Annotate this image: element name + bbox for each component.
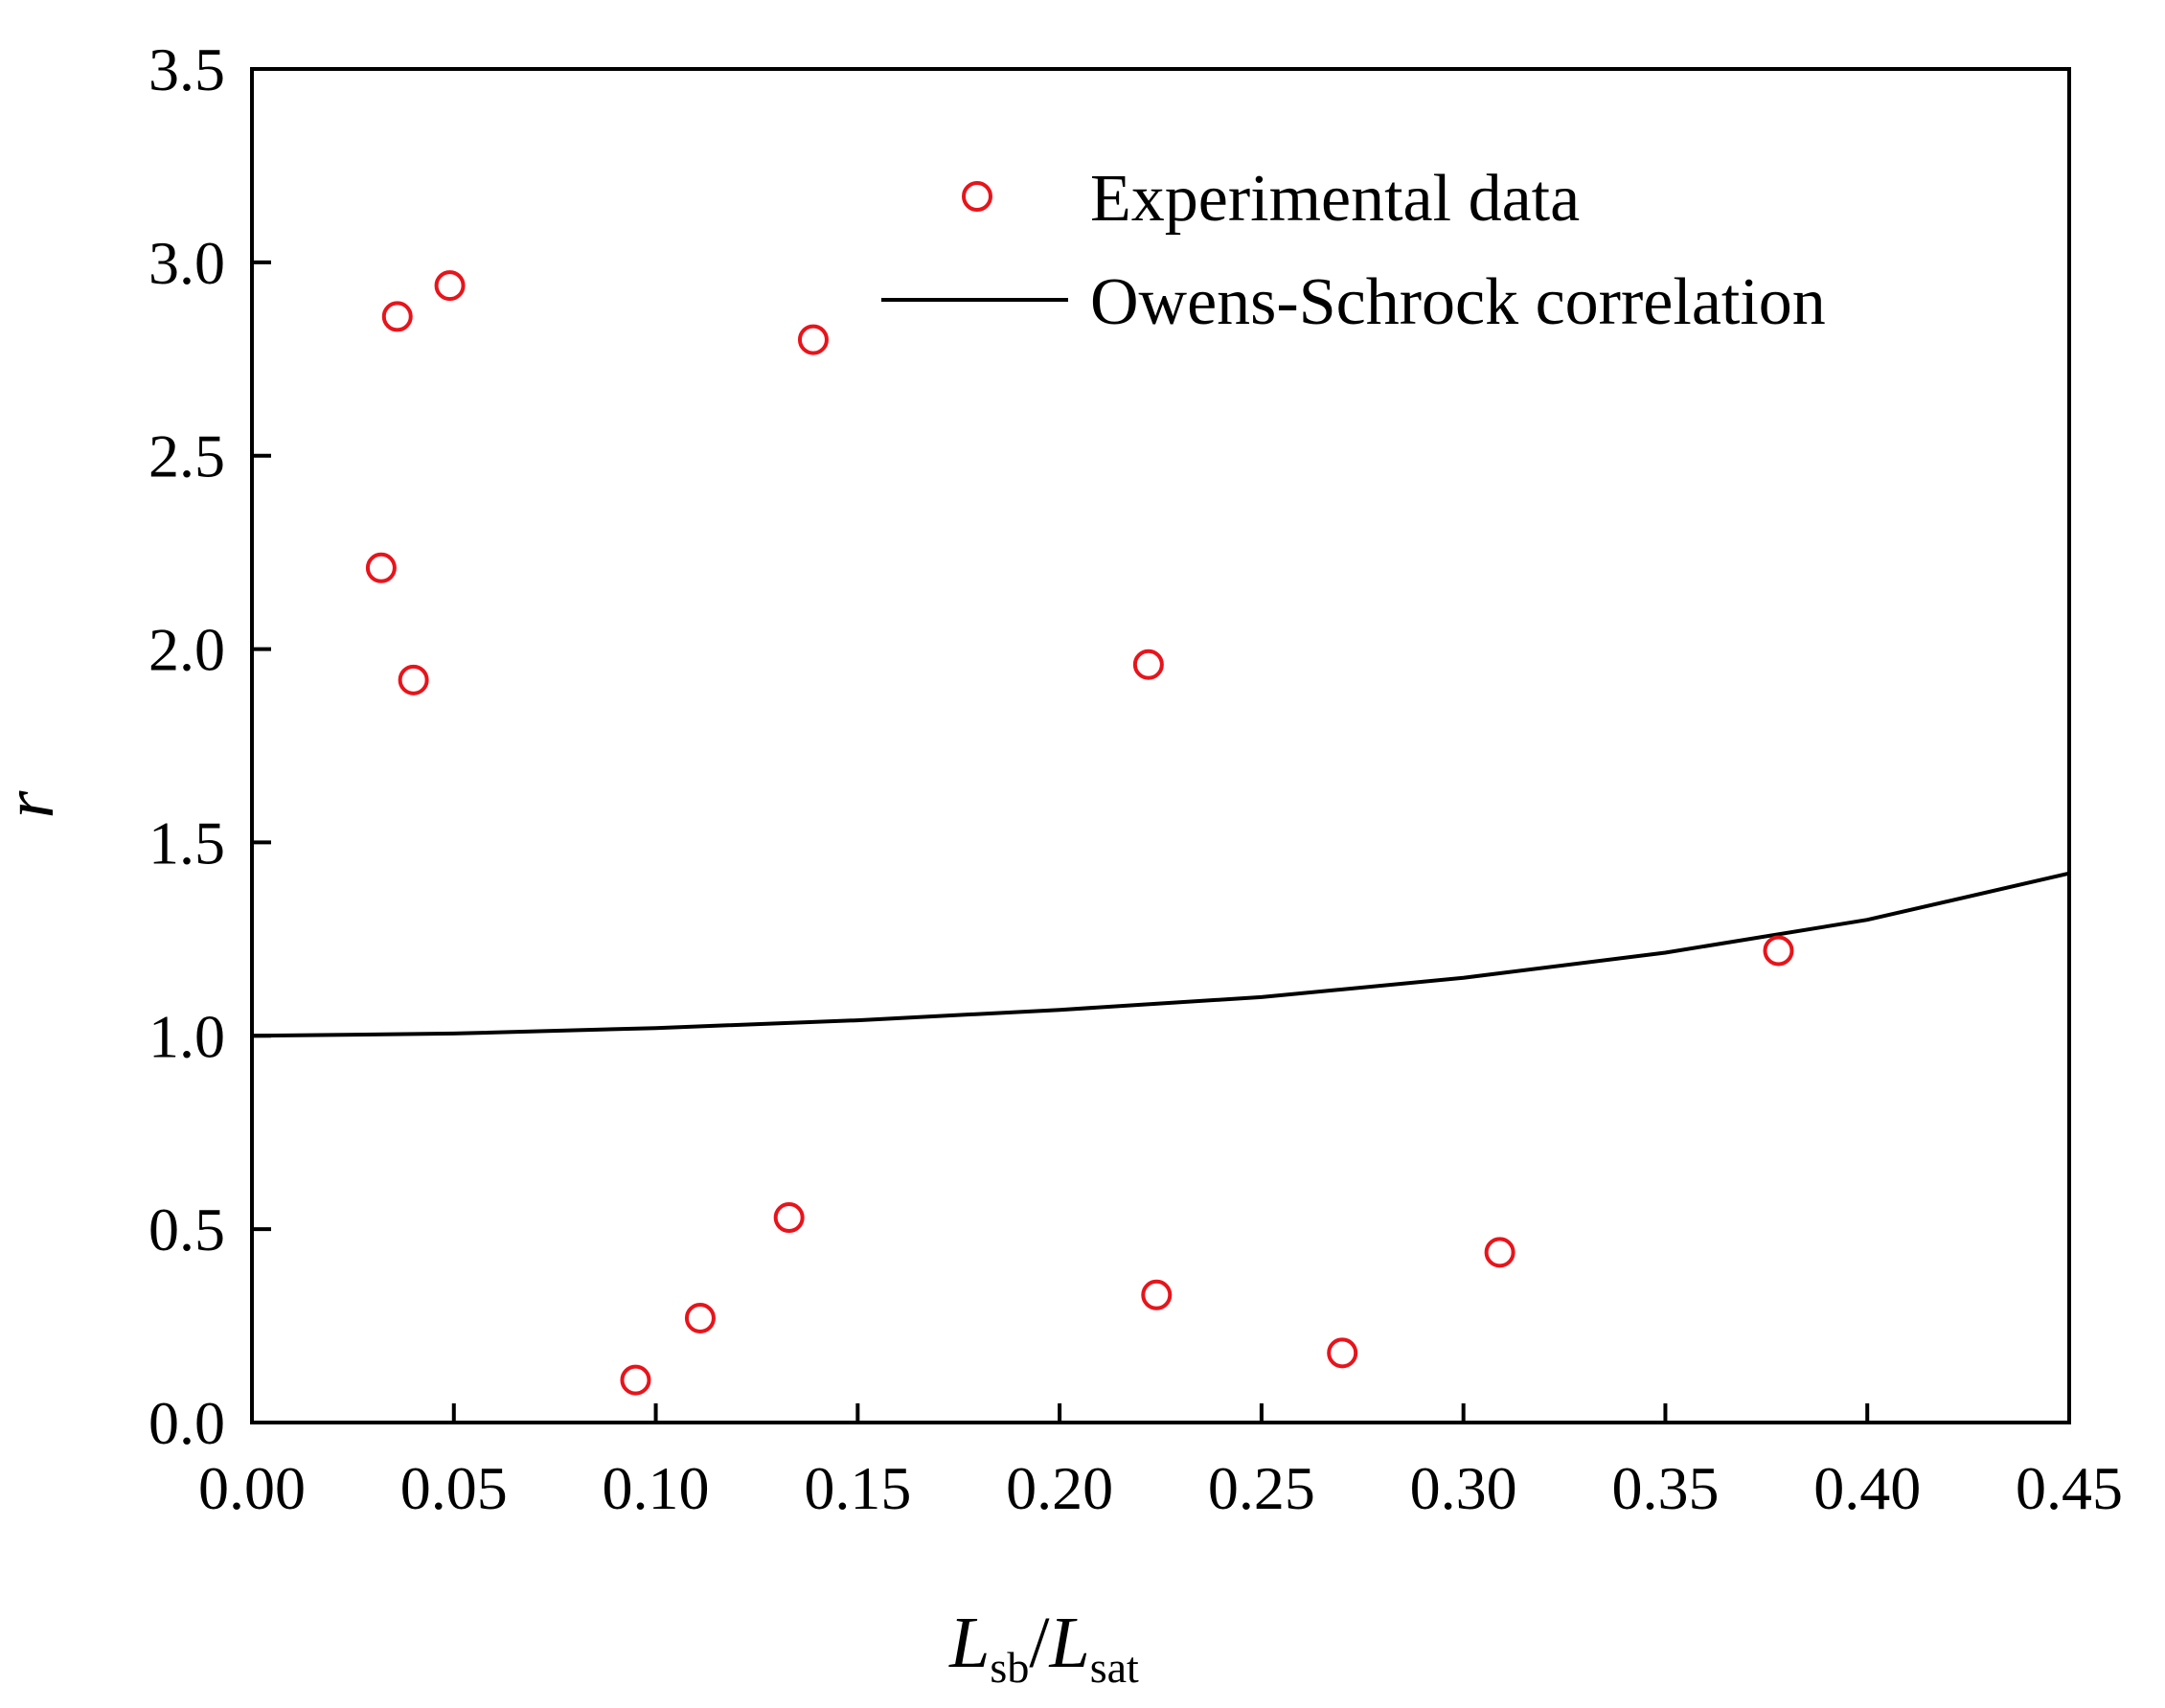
x-tick-label: 0.15	[804, 1454, 911, 1522]
data-point	[797, 324, 829, 355]
y-tick-label: 2.5	[148, 422, 225, 490]
x-label-sub-left: sb	[990, 1643, 1029, 1692]
data-point	[434, 270, 466, 302]
y-tick-label: 0.5	[148, 1196, 225, 1264]
data-point	[365, 552, 397, 583]
data-point	[1763, 935, 1794, 967]
legend: Experimental data Owens-Schrock correlat…	[881, 162, 1826, 339]
x-tick-label: 0.00	[198, 1454, 306, 1522]
plot-frame	[250, 67, 2071, 1424]
x-tick-label: 0.40	[1813, 1454, 1921, 1522]
data-point	[398, 664, 429, 695]
x-label-main-left: L	[948, 1603, 990, 1683]
data-point	[1132, 649, 1164, 680]
x-label-main-right: L	[1048, 1603, 1089, 1683]
y-axis-label: r	[0, 789, 69, 818]
x-tick-label: 0.35	[1611, 1454, 1719, 1522]
y-axis: 0.0 0.5 1.0 1.5 2.0 2.5 3.0 3.5	[148, 35, 271, 1457]
x-label-sub-right: sat	[1090, 1643, 1139, 1692]
x-tick-label: 0.20	[1006, 1454, 1113, 1522]
x-axis-label: Lsb/Lsat	[948, 1603, 1139, 1692]
x-axis: 0.00 0.05 0.10 0.15 0.20 0.25 0.30 0.35 0.40 0.45	[198, 1403, 2123, 1522]
y-tick-label: 1.5	[148, 808, 225, 877]
plot-area: 0.00 0.05 0.10 0.15 0.20 0.25 0.30 0.35 0.40 0.45…	[148, 35, 2123, 1522]
x-tick-label: 0.30	[1410, 1454, 1517, 1522]
data-point	[1141, 1279, 1173, 1310]
series-experimental-data	[365, 270, 1794, 1396]
legend-marker-experimental	[962, 181, 992, 212]
y-tick-label: 2.0	[148, 616, 225, 684]
data-point	[620, 1364, 651, 1396]
x-label-slash: /	[1029, 1603, 1050, 1683]
y-tick-label: 1.0	[148, 1002, 225, 1070]
legend-label-experimental: Experimental data	[1090, 162, 1580, 236]
x-tick-label: 0.45	[2016, 1454, 2123, 1522]
legend-label-correlation: Owens-Schrock correlation	[1090, 265, 1826, 339]
data-point	[381, 301, 413, 332]
data-point	[773, 1202, 805, 1234]
y-tick-label: 3.5	[148, 35, 225, 103]
x-tick-label: 0.25	[1208, 1454, 1315, 1522]
x-tick-label: 0.10	[603, 1454, 710, 1522]
x-tick-label: 0.05	[400, 1454, 508, 1522]
y-tick-label: 3.0	[148, 229, 225, 297]
series-line-owens-schrock	[251, 871, 2070, 1038]
data-point	[1484, 1237, 1516, 1268]
data-point	[1327, 1337, 1358, 1369]
data-point	[684, 1302, 716, 1333]
y-tick-label: 0.0	[148, 1389, 225, 1457]
